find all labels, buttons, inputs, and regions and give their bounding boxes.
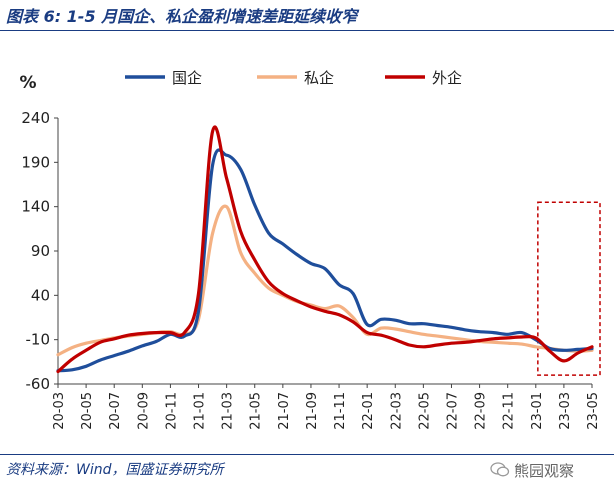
x-tick-label: 22-03 — [389, 392, 404, 430]
legend-label: 私企 — [304, 69, 334, 87]
y-axis-unit-label: % — [19, 73, 36, 93]
watermark-label: 熊园观察 — [514, 462, 575, 480]
y-tick-label: 90 — [31, 242, 50, 260]
x-tick-label: 20-11 — [164, 392, 179, 430]
legend-label: 外企 — [432, 69, 462, 87]
x-tick-label: 20-05 — [80, 392, 95, 430]
chart-title: 图表 6: 1-5 月国企、私企盈利增速差距延续收窄 — [6, 7, 358, 26]
x-tick-label: 22-05 — [417, 392, 432, 430]
legend-label: 国企 — [172, 69, 202, 87]
x-axis: 20-03 20-05 20-07 20-09 20-11 21-01 21-03 21-05… — [52, 383, 601, 430]
title-divider — [0, 30, 614, 31]
chart-legend: 国企 私企 外企 — [125, 69, 462, 87]
x-tick-label: 23-01 — [530, 392, 545, 430]
x-tick-label: 23-03 — [558, 392, 573, 430]
x-tick-label: 20-07 — [108, 392, 123, 430]
x-tick-label: 21-05 — [249, 392, 264, 430]
y-tick-label: -60 — [26, 375, 51, 393]
x-tick-label: 22-11 — [502, 392, 517, 430]
x-tick-label: 21-01 — [193, 392, 208, 430]
y-tick-label: 240 — [21, 109, 50, 127]
x-tick-label: 20-09 — [136, 392, 151, 430]
x-tick-label: 21-03 — [221, 392, 236, 430]
wechat-icon — [490, 462, 510, 477]
y-tick-label: 140 — [21, 198, 50, 216]
series-lines — [56, 125, 594, 374]
y-tick-label: -10 — [26, 331, 51, 349]
footer-divider — [0, 454, 614, 455]
series-line-1 — [56, 148, 594, 373]
x-tick-label: 21-07 — [277, 392, 292, 430]
highlight-box — [537, 201, 601, 376]
x-tick-label: 22-09 — [474, 392, 489, 430]
x-tick-label: 22-07 — [445, 392, 460, 430]
x-tick-label: 20-03 — [52, 392, 67, 430]
x-tick-label: 23-05 — [586, 392, 601, 430]
x-tick-label: 21-09 — [305, 392, 320, 430]
x-tick-label: 22-01 — [361, 392, 376, 430]
highlight-rect — [537, 201, 601, 376]
x-tick-label: 21-11 — [333, 392, 348, 430]
y-tick-label: 190 — [21, 153, 50, 171]
source-note: 资料来源：Wind，国盛证券研究所 — [6, 462, 224, 478]
series-line-3 — [56, 125, 594, 374]
y-tick-label: 40 — [31, 286, 50, 304]
y-axis: -60 -10 40 90 140 190 240 — [21, 109, 59, 393]
